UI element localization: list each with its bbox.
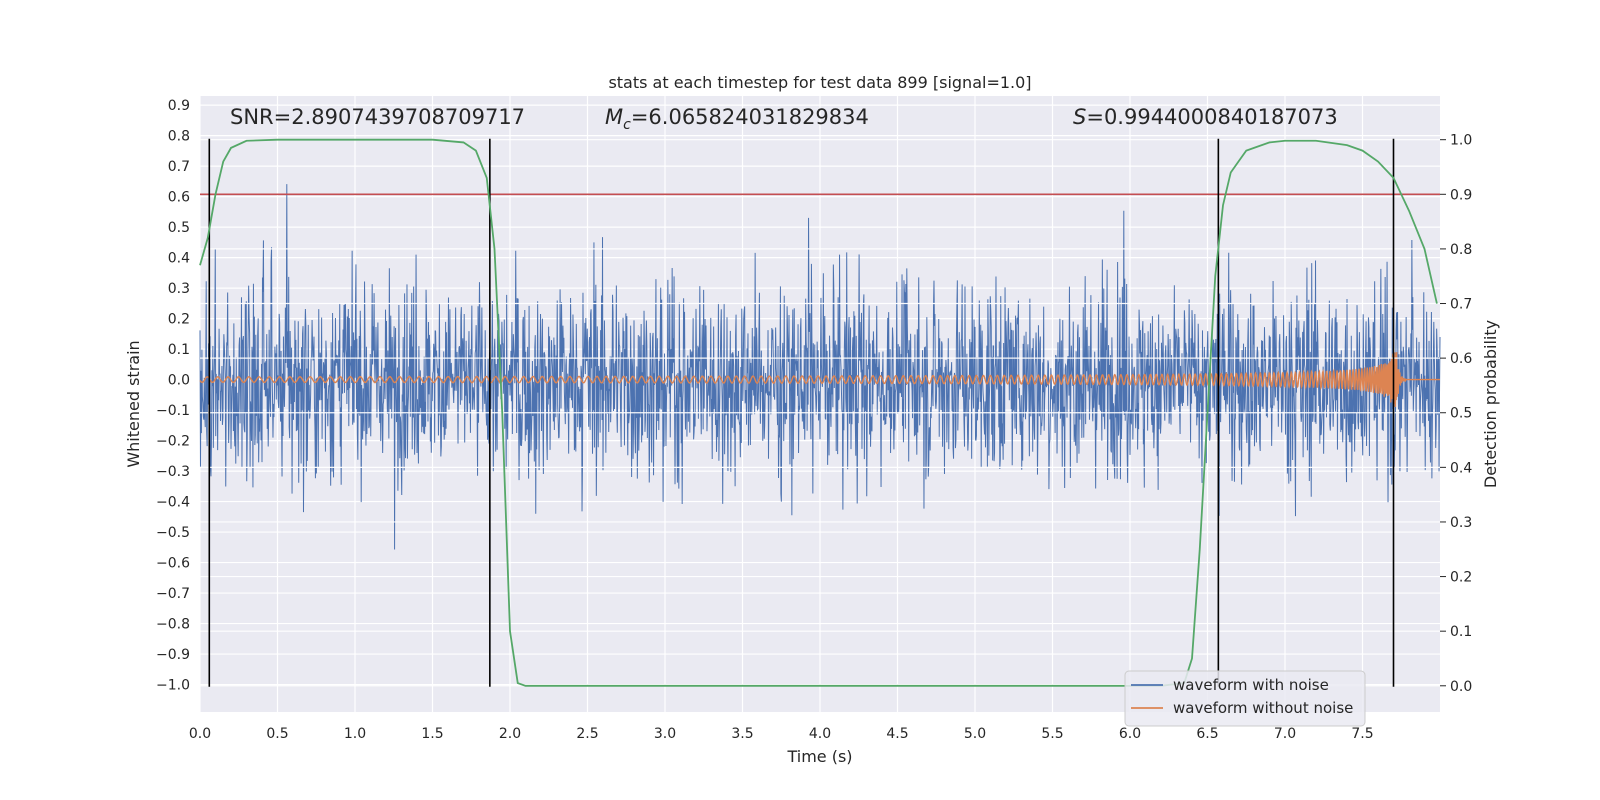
x-tick-label: 3.0 bbox=[654, 726, 676, 742]
x-tick-label: 0.0 bbox=[189, 726, 211, 742]
x-tick-label: 4.0 bbox=[809, 726, 831, 742]
y-ticks: 0.9 0.8 0.7 0.6 0.5 0.4 0.3 0.2 0.1 0.0 −0.1 −0.2 −0… bbox=[156, 98, 190, 693]
mc-subscript: c bbox=[623, 117, 631, 133]
y-tick-label: −0.1 bbox=[156, 403, 190, 419]
x-tick-label: 5.5 bbox=[1041, 726, 1063, 742]
y-tick-label: −0.8 bbox=[156, 617, 190, 633]
y-right-tick-label: 0.4 bbox=[1450, 460, 1472, 476]
x-tick-label: 4.5 bbox=[886, 726, 908, 742]
legend-box bbox=[1124, 670, 1366, 727]
y-tick-label: 0.4 bbox=[168, 251, 190, 267]
x-axis-label: Time (s) bbox=[786, 747, 852, 766]
y-right-tick-label: 1.0 bbox=[1450, 133, 1472, 149]
y-tick-label: 0.2 bbox=[168, 312, 190, 328]
y-right-tick-label: 0.9 bbox=[1450, 187, 1472, 203]
s-symbol: S bbox=[1073, 105, 1086, 129]
noise-series bbox=[199, 184, 1441, 550]
y-right-tick-label: 0.7 bbox=[1450, 297, 1472, 313]
chart-title: stats at each timestep for test data 899… bbox=[608, 73, 1031, 92]
y-right-tick-label: 0.8 bbox=[1450, 242, 1472, 258]
mc-value: =6.065824031829834 bbox=[631, 105, 869, 129]
y-right-tick-label: 0.6 bbox=[1450, 351, 1472, 367]
y-right-ticks: 1.0 0.9 0.8 0.7 0.6 0.5 0.4 0.3 0.2 0.1 0.0 bbox=[1440, 133, 1472, 695]
x-tick-label: 7.0 bbox=[1274, 726, 1296, 742]
y-right-tick-label: 0.0 bbox=[1450, 679, 1472, 695]
y-tick-label: −0.6 bbox=[156, 556, 190, 572]
x-tick-label: 2.5 bbox=[576, 726, 598, 742]
y-tick-label: −0.7 bbox=[156, 586, 190, 602]
noise-waveform-line bbox=[199, 184, 1441, 550]
y-tick-label: −0.3 bbox=[156, 464, 190, 480]
x-ticks: 0.0 0.5 1.0 1.5 2.0 2.5 3.0 3.5 4.0 4.5 5.0 5.5 6.0 6… bbox=[189, 726, 1374, 742]
x-tick-label: 3.5 bbox=[731, 726, 753, 742]
y-axis-label: Whitened strain bbox=[124, 340, 143, 467]
x-tick-label: 1.0 bbox=[344, 726, 366, 742]
s-annotation: S=0.9944000840187073 bbox=[1073, 105, 1338, 129]
vertical-markers bbox=[208, 138, 1395, 687]
y-tick-label: 0.7 bbox=[168, 159, 190, 175]
y-right-tick-label: 0.2 bbox=[1450, 570, 1472, 586]
y-right-tick-label: 0.3 bbox=[1450, 515, 1472, 531]
s-value: =0.9944000840187073 bbox=[1086, 105, 1337, 129]
y-tick-label: −0.4 bbox=[156, 495, 190, 511]
legend: waveform with noise waveform without noi… bbox=[1124, 670, 1366, 727]
y-tick-label: 0.3 bbox=[168, 281, 190, 297]
legend-label-clean: waveform without noise bbox=[1173, 699, 1353, 717]
y-tick-label: −1.0 bbox=[156, 678, 190, 694]
y-right-axis-label: Detection probability bbox=[1481, 320, 1500, 488]
x-tick-label: 7.5 bbox=[1351, 726, 1373, 742]
x-tick-label: 6.5 bbox=[1196, 726, 1218, 742]
y-right-tick-label: 0.1 bbox=[1450, 624, 1472, 640]
y-tick-label: 0.6 bbox=[168, 190, 190, 206]
x-tick-label: 5.0 bbox=[964, 726, 986, 742]
snr-annotation: SNR=2.8907439708709717 bbox=[230, 105, 525, 129]
y-tick-label: 0.1 bbox=[168, 342, 190, 358]
clean-series bbox=[199, 352, 1440, 408]
y-tick-label: −0.9 bbox=[156, 647, 190, 663]
x-tick-label: 2.0 bbox=[499, 726, 521, 742]
y-tick-label: −0.5 bbox=[156, 525, 190, 541]
y-tick-label: 0.5 bbox=[168, 220, 190, 236]
clean-waveform-line bbox=[199, 352, 1440, 408]
x-tick-label: 0.5 bbox=[266, 726, 288, 742]
mc-annotation: Mc=6.065824031829834 bbox=[605, 105, 869, 133]
mc-symbol: M bbox=[605, 105, 623, 129]
legend-label-noise: waveform with noise bbox=[1173, 676, 1329, 694]
x-tick-label: 6.0 bbox=[1119, 726, 1141, 742]
y-tick-label: 0.0 bbox=[168, 373, 190, 389]
y-tick-label: 0.8 bbox=[168, 129, 190, 145]
x-tick-label: 1.5 bbox=[421, 726, 443, 742]
y-tick-label: 0.9 bbox=[168, 98, 190, 114]
y-tick-label: −0.2 bbox=[156, 434, 190, 450]
y-right-tick-label: 0.5 bbox=[1450, 406, 1472, 422]
